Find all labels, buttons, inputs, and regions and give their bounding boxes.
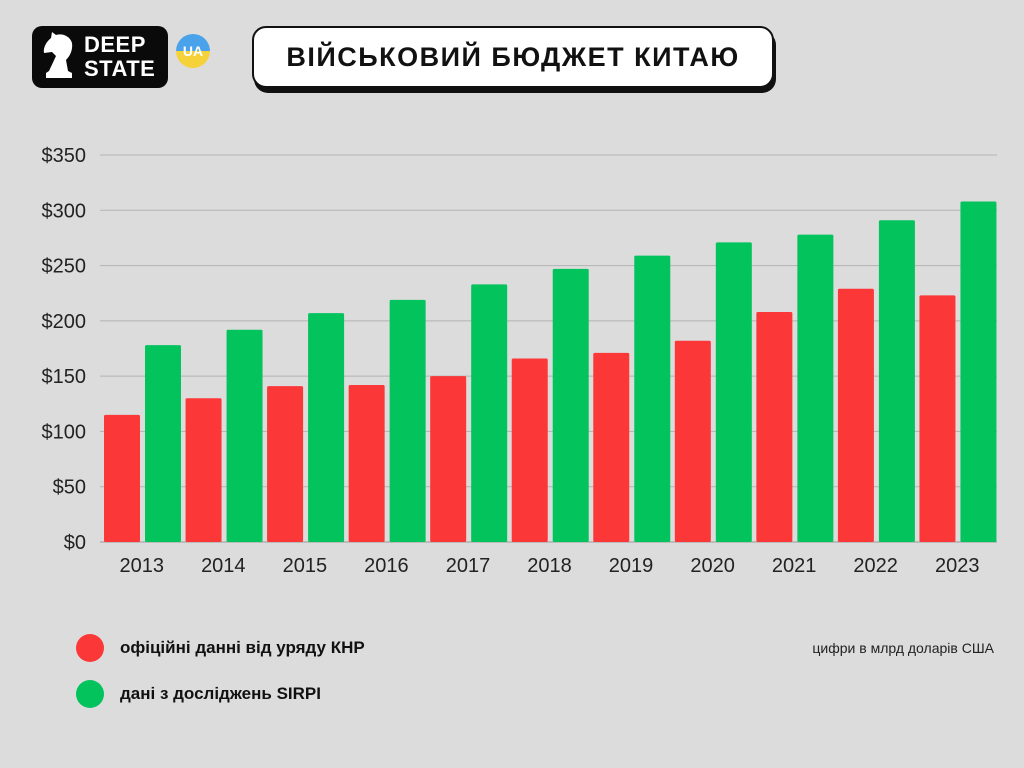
bar-official	[267, 386, 304, 542]
x-tick-label: 2018	[527, 555, 572, 577]
y-tick-label: $300	[42, 200, 87, 222]
y-tick-label: $250	[42, 256, 87, 278]
legend-dot-sirpi	[76, 680, 104, 708]
y-tick-label: $350	[42, 145, 87, 167]
y-tick-label: $50	[53, 477, 86, 499]
x-tick-label: 2017	[446, 555, 491, 577]
legend-dot-official	[76, 634, 104, 662]
title-box: ВІЙСЬКОВИЙ БЮДЖЕТ КИТАЮ	[252, 26, 774, 88]
bar-official	[756, 312, 793, 542]
bar-sirpi	[308, 313, 345, 542]
y-tick-label: $100	[42, 421, 87, 443]
bar-sirpi	[960, 201, 997, 542]
deep-state-logo: DEEP STATE UA	[32, 26, 210, 88]
bar-official	[593, 352, 630, 542]
y-tick-label: $0	[64, 532, 86, 554]
y-tick-label: $150	[42, 366, 87, 388]
legend-item-sirpi: дані з досліджень SIRPI	[76, 680, 321, 708]
legend-label-official: офіційні данні від уряду КНР	[120, 638, 365, 657]
bar-sirpi	[552, 268, 589, 542]
x-tick-label: 2022	[853, 555, 898, 577]
bar-sirpi	[634, 255, 671, 542]
legend-label-sirpi: дані з досліджень SIRPI	[120, 684, 321, 703]
bar-official	[511, 358, 548, 542]
bar-sirpi	[226, 329, 263, 542]
bar-sirpi	[715, 242, 752, 542]
bar-official	[104, 414, 140, 542]
x-tick-label: 2019	[609, 555, 654, 577]
bar-official	[837, 288, 874, 542]
x-tick-label: 2013	[120, 555, 165, 577]
bar-sirpi	[797, 234, 834, 542]
bar-sirpi	[878, 220, 915, 543]
bar-official	[185, 398, 222, 542]
x-tick-label: 2016	[364, 555, 409, 577]
y-tick-label: $200	[42, 311, 87, 333]
ua-badge: UA	[176, 34, 210, 68]
bar-sirpi	[145, 345, 181, 542]
x-tick-label: 2021	[772, 555, 817, 577]
units-note: цифри в млрд доларів США	[812, 640, 994, 656]
x-tick-label: 2014	[201, 555, 246, 577]
bar-official	[430, 376, 467, 542]
chart-title: ВІЙСЬКОВИЙ БЮДЖЕТ КИТАЮ	[286, 41, 740, 72]
x-tick-label: 2020	[690, 555, 735, 577]
bar-official	[919, 295, 956, 542]
logo-line2: STATE	[84, 56, 156, 81]
logo-line1: DEEP	[84, 32, 146, 57]
bar-official	[674, 340, 711, 542]
bar-sirpi	[471, 284, 508, 542]
x-tick-label: 2015	[283, 555, 328, 577]
bar-official	[348, 384, 385, 542]
bar-sirpi	[389, 299, 426, 542]
knight-chess-icon	[43, 32, 73, 78]
legend-item-official: офіційні данні від уряду КНР	[76, 634, 365, 662]
x-tick-label: 2023	[935, 555, 980, 577]
logo-text: DEEP STATE	[84, 33, 155, 81]
